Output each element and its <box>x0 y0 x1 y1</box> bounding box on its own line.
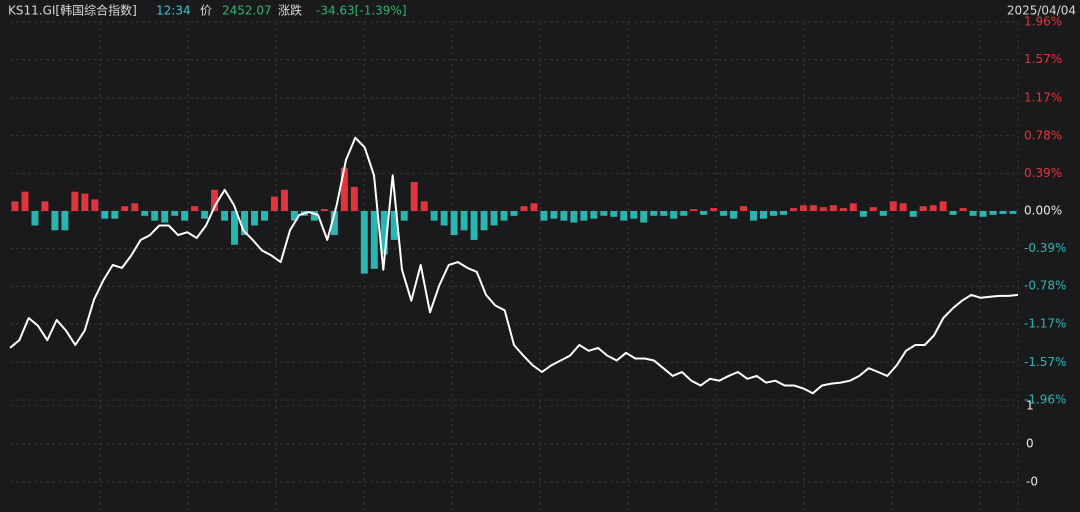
y-tick-label: 0.00% <box>1024 204 1062 218</box>
date: 2025/04/04 <box>1007 4 1076 18</box>
y-tick-label: -1.17% <box>1024 316 1066 330</box>
change: -34.63[-1.39%] <box>316 4 407 18</box>
price-label: 价 <box>200 4 212 18</box>
y-tick-label: -1.96% <box>1024 393 1066 407</box>
lower-tick-label: 0 <box>1026 437 1034 451</box>
y-tick-label: -0.78% <box>1024 279 1066 293</box>
time: 12:34 <box>156 4 191 18</box>
y-tick-label: 0.78% <box>1024 128 1062 142</box>
y-tick-label: 1.17% <box>1024 91 1062 105</box>
y-tick-label: 0.39% <box>1024 166 1062 180</box>
price-line <box>9 136 1019 395</box>
change-label: 涨跌 <box>278 3 302 18</box>
lower-tick-label: -0 <box>1026 475 1038 489</box>
price: 2452.07 <box>222 4 272 18</box>
y-tick-label: -1.57% <box>1024 355 1066 369</box>
y-tick-label: 1.96% <box>1024 15 1062 29</box>
index-name: KS11.GI[韩国综合指数] <box>8 3 137 18</box>
y-tick-label: 1.57% <box>1024 52 1062 66</box>
lower-tick-label: 1 <box>1026 399 1034 413</box>
y-tick-label: -0.39% <box>1024 241 1066 255</box>
